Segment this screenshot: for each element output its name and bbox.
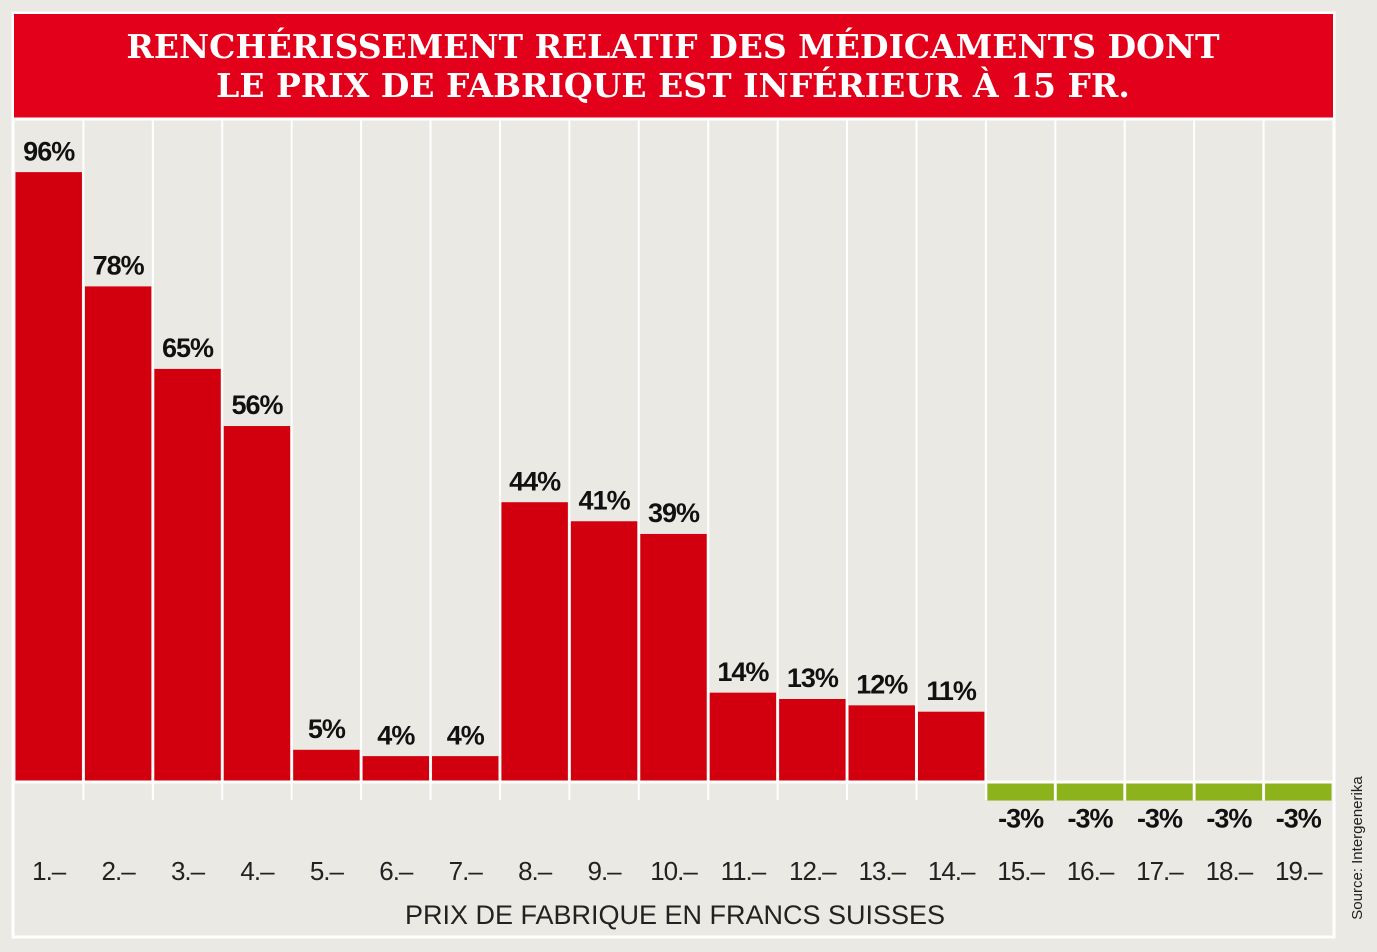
- value-label: 65%: [162, 333, 214, 363]
- bar: [1265, 781, 1332, 801]
- x-tick-label: 2.–: [102, 856, 137, 886]
- x-axis-label: PRIX DE FABRIQUE EN FRANCS SUISSES: [405, 900, 945, 930]
- value-label: 78%: [93, 251, 145, 281]
- value-label: 4%: [377, 720, 415, 750]
- bar: [154, 368, 221, 782]
- x-tick-label: 19.–: [1275, 856, 1323, 886]
- x-tick-label: 11.–: [721, 856, 767, 886]
- x-tick-label: 15.–: [997, 856, 1045, 886]
- value-label: -3%: [1137, 804, 1183, 834]
- value-label: 56%: [231, 390, 283, 420]
- value-label: 41%: [579, 485, 631, 515]
- bar: [15, 172, 82, 782]
- x-tick-label: 14.–: [928, 856, 976, 886]
- x-tick-label: 9.–: [588, 856, 623, 886]
- x-tick-label: 17.–: [1136, 856, 1184, 886]
- chart-title: LE PRIX DE FABRIQUE EST INFÉRIEUR À 15 F…: [216, 65, 1130, 105]
- source: Source: Intergenerika: [1349, 776, 1366, 920]
- bar: [848, 705, 915, 782]
- bar: [84, 286, 152, 782]
- value-label: -3%: [1206, 804, 1252, 834]
- frame: [11, 11, 1336, 939]
- bar: [1056, 781, 1124, 801]
- value-label: 39%: [648, 498, 700, 528]
- x-tick-label: 6.–: [379, 856, 414, 886]
- bar: [709, 692, 777, 782]
- x-tick-label: 16.–: [1067, 856, 1115, 886]
- x-tick-label: 10.–: [650, 856, 698, 886]
- bar: [1195, 781, 1263, 801]
- x-tick-label: 13.–: [858, 856, 906, 886]
- x-tick-label: 8.–: [518, 856, 553, 886]
- x-tick-label: 12.–: [789, 856, 837, 886]
- bar: [432, 756, 499, 782]
- chart-title: RENCHÉRISSEMENT RELATIF DES MÉDICAMENTS …: [126, 26, 1220, 66]
- title-banner: [14, 14, 1333, 118]
- value-label: 12%: [856, 669, 908, 699]
- x-tick-label: 7.–: [449, 856, 484, 886]
- value-label: 14%: [717, 657, 769, 687]
- value-label: 5%: [308, 714, 346, 744]
- bar: [293, 749, 360, 782]
- value-label: -3%: [1068, 804, 1114, 834]
- bar: [987, 781, 1054, 801]
- bar: [570, 521, 638, 782]
- bar: [362, 756, 430, 782]
- bar: [223, 426, 291, 782]
- bar: [501, 502, 568, 782]
- value-label: 13%: [787, 663, 839, 693]
- value-label: 11%: [926, 676, 977, 706]
- value-label: 4%: [447, 720, 485, 750]
- bar: [779, 699, 846, 782]
- value-label: 44%: [509, 466, 561, 496]
- x-tick-label: 18.–: [1206, 856, 1254, 886]
- x-tick-label: 4.–: [240, 856, 275, 886]
- bar: [1126, 781, 1193, 801]
- x-tick-label: 1.–: [32, 856, 67, 886]
- x-tick-label: 5.–: [310, 856, 345, 886]
- bar: [917, 711, 985, 782]
- value-label: -3%: [1276, 804, 1322, 834]
- bar: [640, 533, 707, 782]
- x-tick-label: 3.–: [171, 856, 206, 886]
- value-label: 96%: [23, 136, 75, 166]
- value-label: -3%: [998, 804, 1044, 834]
